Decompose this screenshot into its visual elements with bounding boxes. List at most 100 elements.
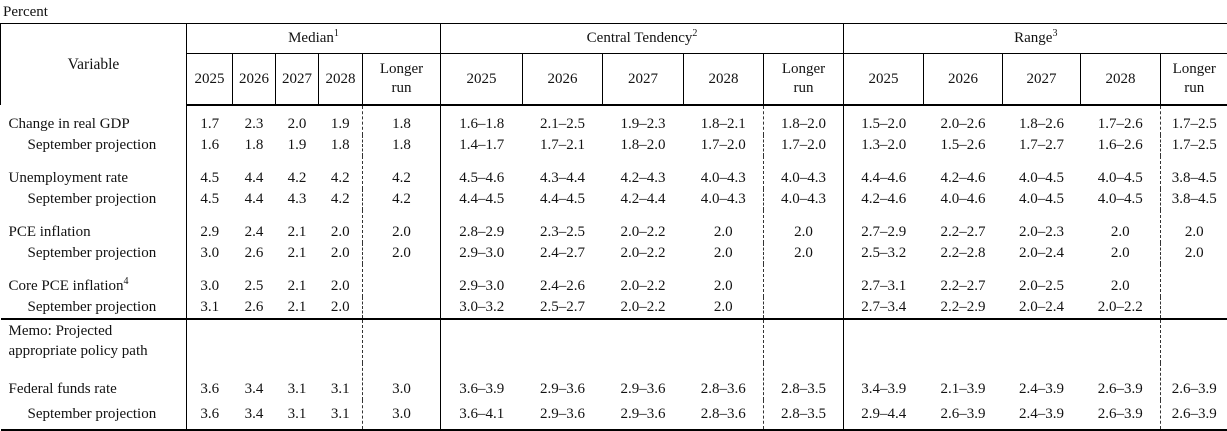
table-row: Change in real GDP 1.7 2.3 2.0 1.9 1.8 1…: [1, 105, 1227, 135]
row-label: September projection: [1, 297, 187, 319]
range-cell: 2.0–2.3: [1003, 210, 1081, 243]
central-tendency-cell: 4.0–4.3: [764, 156, 844, 189]
range-cell: 2.0–2.2: [1081, 297, 1161, 319]
median-cell: 4.2: [363, 189, 441, 210]
central-tendency-cell: 4.5–4.6: [441, 156, 523, 189]
range-cell: 2.9–4.4: [844, 400, 924, 430]
median-cell: 3.1: [187, 297, 233, 319]
central-tendency-cell: 4.4–4.5: [441, 189, 523, 210]
median-cell: 1.8: [319, 135, 363, 156]
central-tendency-cell: 4.2–4.3: [603, 156, 684, 189]
median-cell: 4.3: [276, 189, 319, 210]
central-tendency-cell: 2.8–3.6: [684, 400, 764, 430]
central-tendency-cell: 2.0–2.2: [603, 264, 684, 297]
central-tendency-cell: 4.0–4.3: [764, 189, 844, 210]
year-header: 2028: [684, 54, 764, 106]
median-cell: 3.4: [233, 363, 276, 400]
range-cell: 2.2–2.7: [924, 210, 1003, 243]
range-cell: 2.0: [1081, 243, 1161, 264]
row-label: Change in real GDP: [1, 105, 187, 135]
row-label: Core PCE inflation4: [1, 264, 187, 297]
range-cell: 2.0–2.5: [1003, 264, 1081, 297]
range-cell: 4.2–4.6: [924, 156, 1003, 189]
row-label: September projection: [1, 135, 187, 156]
central-tendency-cell: 1.8–2.0: [603, 135, 684, 156]
central-tendency-cell: 4.2–4.4: [603, 189, 684, 210]
group-header-range: Range3: [844, 24, 1227, 54]
central-tendency-cell: 1.7–2.0: [764, 135, 844, 156]
table-row: Core PCE inflation4 3.0 2.5 2.1 2.0 2.9–…: [1, 264, 1227, 297]
range-cell: 1.5–2.6: [924, 135, 1003, 156]
median-cell: 4.4: [233, 189, 276, 210]
range-cell: 4.0–4.5: [1081, 189, 1161, 210]
group-header-median: Median1: [187, 24, 441, 54]
footnote-marker: 3: [1052, 28, 1057, 39]
longer-run-header: Longer run: [1161, 54, 1227, 106]
range-cell: 1.8–2.6: [1003, 105, 1081, 135]
range-cell: 4.0–4.5: [1081, 156, 1161, 189]
median-cell: 2.0: [319, 297, 363, 319]
year-header: 2027: [603, 54, 684, 106]
range-cell: 1.6–2.6: [1081, 135, 1161, 156]
median-cell: [363, 264, 441, 297]
range-cell: [1161, 319, 1227, 363]
range-cell: 2.0: [1161, 210, 1227, 243]
median-cell: 1.8: [363, 105, 441, 135]
central-tendency-cell: 2.8–3.5: [764, 363, 844, 400]
central-tendency-cell: 2.3–2.5: [523, 210, 603, 243]
median-cell: 2.0: [276, 105, 319, 135]
range-cell: 2.0: [1081, 264, 1161, 297]
median-cell: [187, 319, 233, 363]
range-cell: 2.4–3.9: [1003, 400, 1081, 430]
range-cell: 3.8–4.5: [1161, 189, 1227, 210]
range-cell: 2.7–3.1: [844, 264, 924, 297]
median-cell: 4.2: [319, 156, 363, 189]
central-tendency-cell: [684, 319, 764, 363]
central-tendency-cell: 2.8–3.6: [684, 363, 764, 400]
row-label: September projection: [1, 400, 187, 430]
range-cell: 4.0–4.6: [924, 189, 1003, 210]
central-tendency-cell: 1.7–2.1: [523, 135, 603, 156]
median-cell: 1.8: [363, 135, 441, 156]
range-cell: 2.6–3.9: [1081, 400, 1161, 430]
median-cell: 4.4: [233, 156, 276, 189]
median-cell: 1.8: [233, 135, 276, 156]
central-tendency-cell: 2.9–3.6: [523, 363, 603, 400]
group-header-central-tendency: Central Tendency2: [441, 24, 844, 54]
footnote-marker: 1: [334, 28, 339, 39]
table-row: September projection 3.0 2.6 2.1 2.0 2.0…: [1, 243, 1227, 264]
median-cell: [276, 319, 319, 363]
footnote-marker: 2: [692, 28, 697, 39]
median-cell: 1.9: [276, 135, 319, 156]
median-cell: 3.6: [187, 400, 233, 430]
range-cell: 4.2–4.6: [844, 189, 924, 210]
range-cell: 2.7–3.4: [844, 297, 924, 319]
range-cell: 2.1–3.9: [924, 363, 1003, 400]
median-cell: 2.6: [233, 297, 276, 319]
range-cell: [1081, 319, 1161, 363]
median-cell: 3.1: [276, 400, 319, 430]
median-cell: 2.9: [187, 210, 233, 243]
range-cell: 2.6–3.9: [1161, 400, 1227, 430]
row-label: Federal funds rate: [1, 363, 187, 400]
year-header: 2028: [1081, 54, 1161, 106]
median-cell: 2.1: [276, 210, 319, 243]
central-tendency-cell: 1.8–2.0: [764, 105, 844, 135]
range-cell: 1.7–2.7: [1003, 135, 1081, 156]
median-cell: 3.0: [363, 400, 441, 430]
median-cell: [319, 319, 363, 363]
central-tendency-cell: 2.9–3.6: [523, 400, 603, 430]
median-cell: [363, 297, 441, 319]
year-header: 2028: [319, 54, 363, 106]
median-cell: 4.2: [319, 189, 363, 210]
central-tendency-cell: 2.0: [684, 210, 764, 243]
table-row: September projection 4.5 4.4 4.3 4.2 4.2…: [1, 189, 1227, 210]
central-tendency-cell: 2.4–2.7: [523, 243, 603, 264]
central-tendency-cell: 2.0: [764, 210, 844, 243]
central-tendency-cell: 3.6–4.1: [441, 400, 523, 430]
median-cell: 1.7: [187, 105, 233, 135]
year-header: 2025: [844, 54, 924, 106]
table-row: September projection 1.6 1.8 1.9 1.8 1.8…: [1, 135, 1227, 156]
median-cell: 3.1: [276, 363, 319, 400]
table-row: Unemployment rate 4.5 4.4 4.2 4.2 4.2 4.…: [1, 156, 1227, 189]
